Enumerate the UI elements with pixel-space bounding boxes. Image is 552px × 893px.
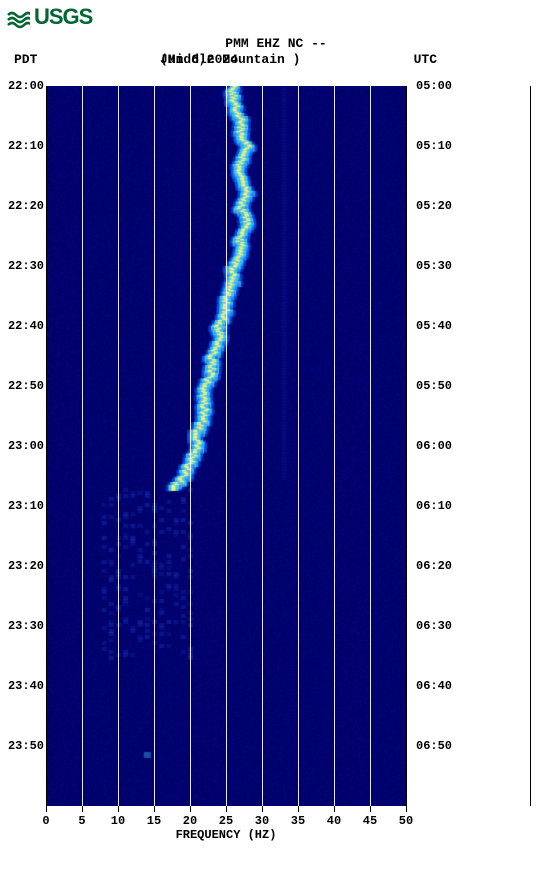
plot-subheader: PDT Jun 6,2024 (Middle Mountain ) UTC bbox=[0, 52, 552, 67]
right-tick-label: 05:20 bbox=[416, 199, 452, 213]
colorbar-placeholder bbox=[530, 86, 531, 806]
gridline bbox=[262, 86, 263, 806]
xtick-label: 50 bbox=[399, 814, 413, 828]
right-tick-label: 06:50 bbox=[416, 739, 452, 753]
xtick-label: 10 bbox=[111, 814, 125, 828]
plot-title: PMM EHZ NC -- bbox=[0, 36, 552, 51]
gridline bbox=[334, 86, 335, 806]
right-tick-label: 05:40 bbox=[416, 319, 452, 333]
xtick-label: 30 bbox=[255, 814, 269, 828]
plot-right-border bbox=[406, 86, 407, 806]
xtick-label: 25 bbox=[219, 814, 233, 828]
xtick-label: 20 bbox=[183, 814, 197, 828]
gridline bbox=[82, 86, 83, 806]
gridline bbox=[118, 86, 119, 806]
gridline bbox=[370, 86, 371, 806]
gridline bbox=[226, 86, 227, 806]
xtick bbox=[334, 806, 335, 812]
xtick bbox=[82, 806, 83, 812]
station-label: (Middle Mountain ) bbox=[160, 52, 300, 67]
right-tick-label: 06:20 bbox=[416, 559, 452, 573]
left-tick-label: 23:10 bbox=[8, 499, 44, 513]
left-tick-label: 23:40 bbox=[8, 679, 44, 693]
gridline bbox=[298, 86, 299, 806]
xtick bbox=[370, 806, 371, 812]
right-tick-label: 06:40 bbox=[416, 679, 452, 693]
right-tick-label: 06:10 bbox=[416, 499, 452, 513]
plot-left-border bbox=[46, 86, 47, 806]
left-tick-label: 23:50 bbox=[8, 739, 44, 753]
xtick bbox=[190, 806, 191, 812]
xtick-label: 35 bbox=[291, 814, 305, 828]
left-tick-label: 22:20 bbox=[8, 199, 44, 213]
xtick-label: 0 bbox=[42, 814, 49, 828]
gridline bbox=[154, 86, 155, 806]
right-tick-label: 06:30 bbox=[416, 619, 452, 633]
left-tick-label: 22:40 bbox=[8, 319, 44, 333]
right-tick-label: 05:10 bbox=[416, 139, 452, 153]
left-tick-label: 23:30 bbox=[8, 619, 44, 633]
left-time-axis: 22:0022:1022:2022:3022:4022:5023:0023:10… bbox=[2, 86, 44, 806]
xtick bbox=[46, 806, 47, 812]
right-tick-label: 05:00 bbox=[416, 79, 452, 93]
right-time-axis: 05:0005:1005:2005:3005:4005:5006:0006:10… bbox=[416, 86, 458, 806]
right-tick-label: 06:00 bbox=[416, 439, 452, 453]
right-tick-label: 05:50 bbox=[416, 379, 452, 393]
xtick bbox=[406, 806, 407, 812]
right-tick-label: 05:30 bbox=[416, 259, 452, 273]
xtick-label: 45 bbox=[363, 814, 377, 828]
left-tick-label: 22:00 bbox=[8, 79, 44, 93]
usgs-logo: USGS bbox=[6, 4, 92, 30]
xtick bbox=[298, 806, 299, 812]
left-tick-label: 22:10 bbox=[8, 139, 44, 153]
xtick bbox=[226, 806, 227, 812]
right-tz-label: UTC bbox=[414, 52, 437, 67]
left-tz-date: PDT Jun 6,2024 bbox=[14, 52, 53, 67]
gridline bbox=[190, 86, 191, 806]
frequency-axis: FREQUENCY (HZ) 05101520253035404550 bbox=[46, 806, 406, 846]
xtick-label: 40 bbox=[327, 814, 341, 828]
xtick-label: 15 bbox=[147, 814, 161, 828]
left-tick-label: 23:20 bbox=[8, 559, 44, 573]
left-tick-label: 22:50 bbox=[8, 379, 44, 393]
logo-text: USGS bbox=[34, 4, 92, 30]
xtick-label: 5 bbox=[78, 814, 85, 828]
xtick bbox=[118, 806, 119, 812]
xtick bbox=[154, 806, 155, 812]
xtick bbox=[262, 806, 263, 812]
left-tick-label: 23:00 bbox=[8, 439, 44, 453]
xaxis-title: FREQUENCY (HZ) bbox=[46, 828, 406, 842]
left-tick-label: 22:30 bbox=[8, 259, 44, 273]
wave-icon bbox=[6, 5, 30, 29]
spectrogram-plot bbox=[46, 86, 406, 806]
